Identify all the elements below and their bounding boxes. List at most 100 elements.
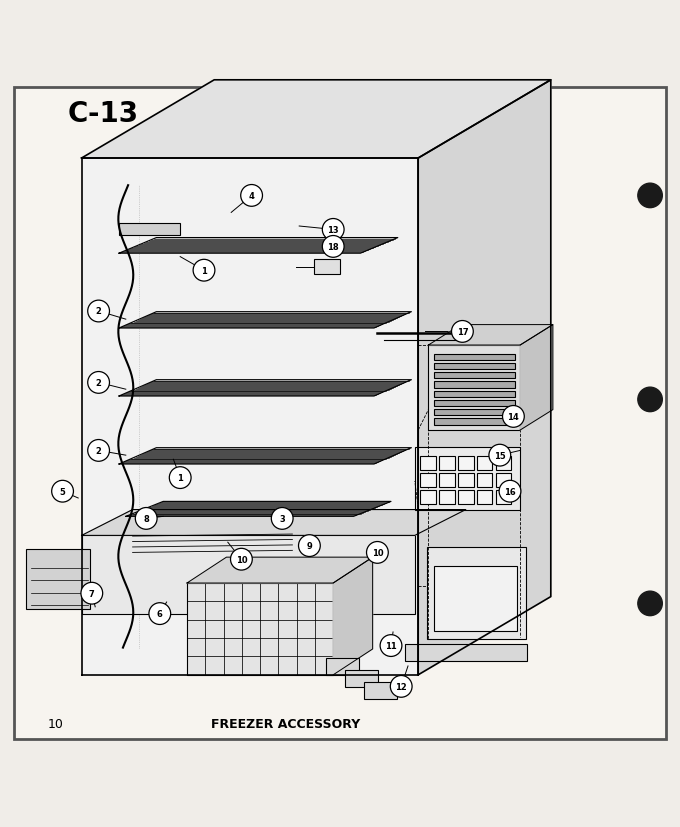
Polygon shape [82,81,551,159]
Bar [439,490,455,504]
Text: 5: 5 [60,487,65,496]
Bar [434,373,515,379]
Bar [434,409,515,416]
Text: 10: 10 [48,717,63,730]
Circle shape [88,301,109,323]
Text: 6: 6 [157,609,163,619]
Text: 2: 2 [96,447,101,456]
Text: 9: 9 [307,542,312,551]
Text: 11: 11 [385,641,397,650]
Bar [364,682,397,700]
Bar [427,547,526,639]
Circle shape [638,591,662,616]
Bar [496,474,511,487]
Text: 13: 13 [327,226,339,235]
Polygon shape [520,325,553,431]
Bar [314,260,340,275]
Circle shape [367,542,388,563]
Bar [496,490,511,504]
Text: 10: 10 [371,548,384,557]
Bar [420,474,436,487]
Bar [458,490,473,504]
Bar [26,549,90,609]
Polygon shape [119,238,398,254]
FancyBboxPatch shape [14,88,666,739]
Circle shape [193,260,215,282]
Polygon shape [418,81,551,675]
Circle shape [149,603,171,624]
Bar [496,457,511,470]
Bar [434,363,515,370]
Text: 10: 10 [235,555,248,564]
Bar [434,400,515,407]
Circle shape [390,676,412,697]
Bar [119,223,180,236]
Text: 8: 8 [143,514,149,523]
Bar [434,354,515,361]
Bar [434,419,515,425]
Text: 7: 7 [89,589,95,598]
Bar [434,391,515,397]
Polygon shape [119,313,411,328]
Bar [405,644,527,662]
Circle shape [503,406,524,428]
Bar [345,670,378,687]
Circle shape [380,635,402,657]
Circle shape [322,237,344,258]
Bar [420,490,436,504]
Bar [477,474,492,487]
Bar [439,457,455,470]
Text: 16: 16 [504,487,516,496]
Circle shape [638,388,662,412]
Polygon shape [428,325,553,346]
Text: 2: 2 [96,307,101,316]
Bar [477,490,492,504]
Circle shape [135,508,157,529]
Circle shape [81,582,103,605]
Circle shape [52,480,73,503]
Bar [420,457,436,470]
Text: 1: 1 [201,266,207,275]
Circle shape [499,480,521,503]
Bar [415,447,520,510]
Bar [82,536,415,614]
Text: 1: 1 [177,474,183,482]
Bar [458,474,473,487]
Text: 15: 15 [494,451,506,460]
Bar [326,658,359,675]
Circle shape [452,321,473,343]
Text: 17: 17 [456,327,469,337]
Circle shape [322,219,344,241]
Polygon shape [119,448,411,465]
Bar [434,566,517,631]
Polygon shape [82,159,418,675]
Bar [428,346,520,431]
Polygon shape [187,557,373,583]
Circle shape [638,184,662,208]
Circle shape [271,508,293,529]
Circle shape [241,185,262,207]
Circle shape [88,440,109,461]
Text: 2: 2 [96,379,101,387]
Bar [187,583,333,675]
Circle shape [489,445,511,466]
Text: 14: 14 [507,413,520,422]
Text: 18: 18 [327,242,339,251]
Bar [434,382,515,388]
Polygon shape [126,502,391,517]
Bar [477,457,492,470]
Text: 3: 3 [279,514,285,523]
Polygon shape [333,557,373,675]
Circle shape [299,535,320,557]
Text: 4: 4 [249,192,254,201]
Circle shape [231,548,252,571]
Circle shape [88,372,109,394]
Text: C-13: C-13 [68,99,139,127]
Bar [458,457,473,470]
Bar [439,474,455,487]
Polygon shape [82,510,466,536]
Polygon shape [119,380,411,396]
Text: FREEZER ACCESSORY: FREEZER ACCESSORY [211,717,360,730]
Text: 12: 12 [395,682,407,691]
Circle shape [169,467,191,489]
